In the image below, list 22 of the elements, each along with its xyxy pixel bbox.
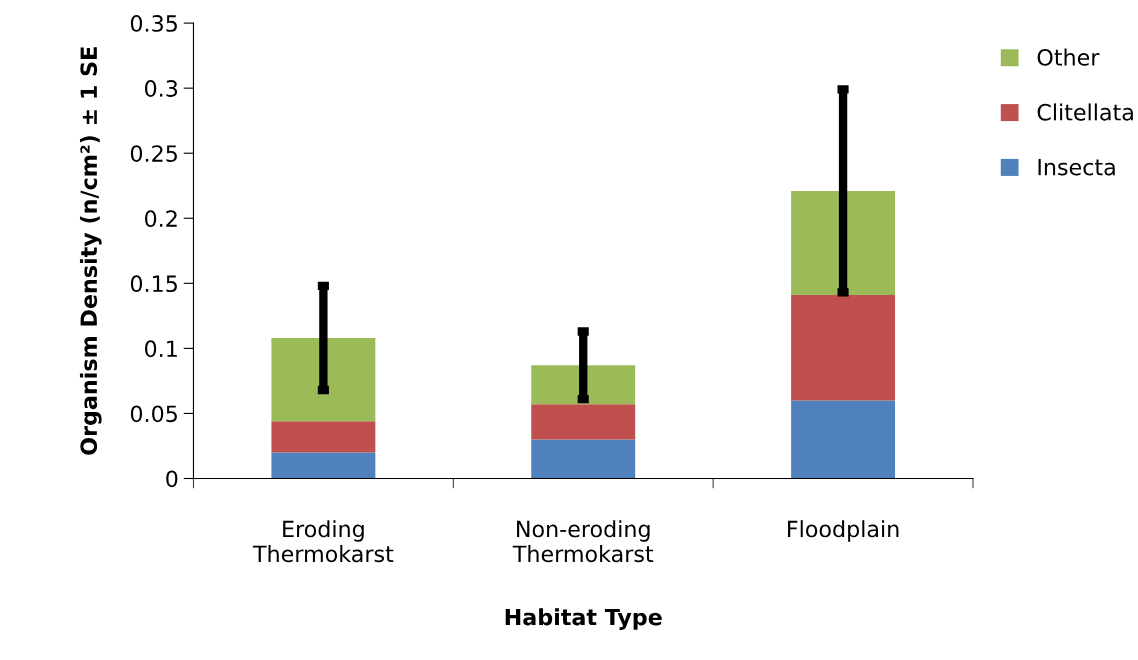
- x-tick-label: Floodplain: [788, 520, 899, 542]
- y-tick-label: 0.3: [145, 80, 178, 97]
- y-axis-title: Organism Density (n/cm²) ± 1 SE: [79, 47, 102, 455]
- legend-label: Other: [1037, 48, 1100, 66]
- y-tick-label: 0.2: [145, 210, 177, 228]
- y-tick-label: 0.05: [130, 405, 177, 423]
- legend-label: Insecta: [1038, 158, 1115, 176]
- bar: [271, 452, 376, 479]
- bar: [531, 439, 636, 479]
- bar: [791, 400, 896, 479]
- legend-label: Clitellata: [1037, 103, 1133, 121]
- x-tick-label: Eroding Thermokarst: [252, 520, 394, 563]
- bar: [531, 404, 636, 440]
- y-tick-label: 0.25: [130, 145, 177, 162]
- y-tick-label: 0.35: [130, 15, 177, 32]
- bar: [791, 295, 896, 401]
- x-axis-title: Habitat Type: [505, 608, 662, 630]
- bar: [271, 421, 376, 453]
- y-tick-label: 0.1: [145, 340, 177, 358]
- x-tick-label: Non-eroding Thermokarst: [512, 520, 654, 563]
- y-tick-label: 0.15: [130, 275, 177, 293]
- y-tick-label: 0: [166, 470, 178, 488]
